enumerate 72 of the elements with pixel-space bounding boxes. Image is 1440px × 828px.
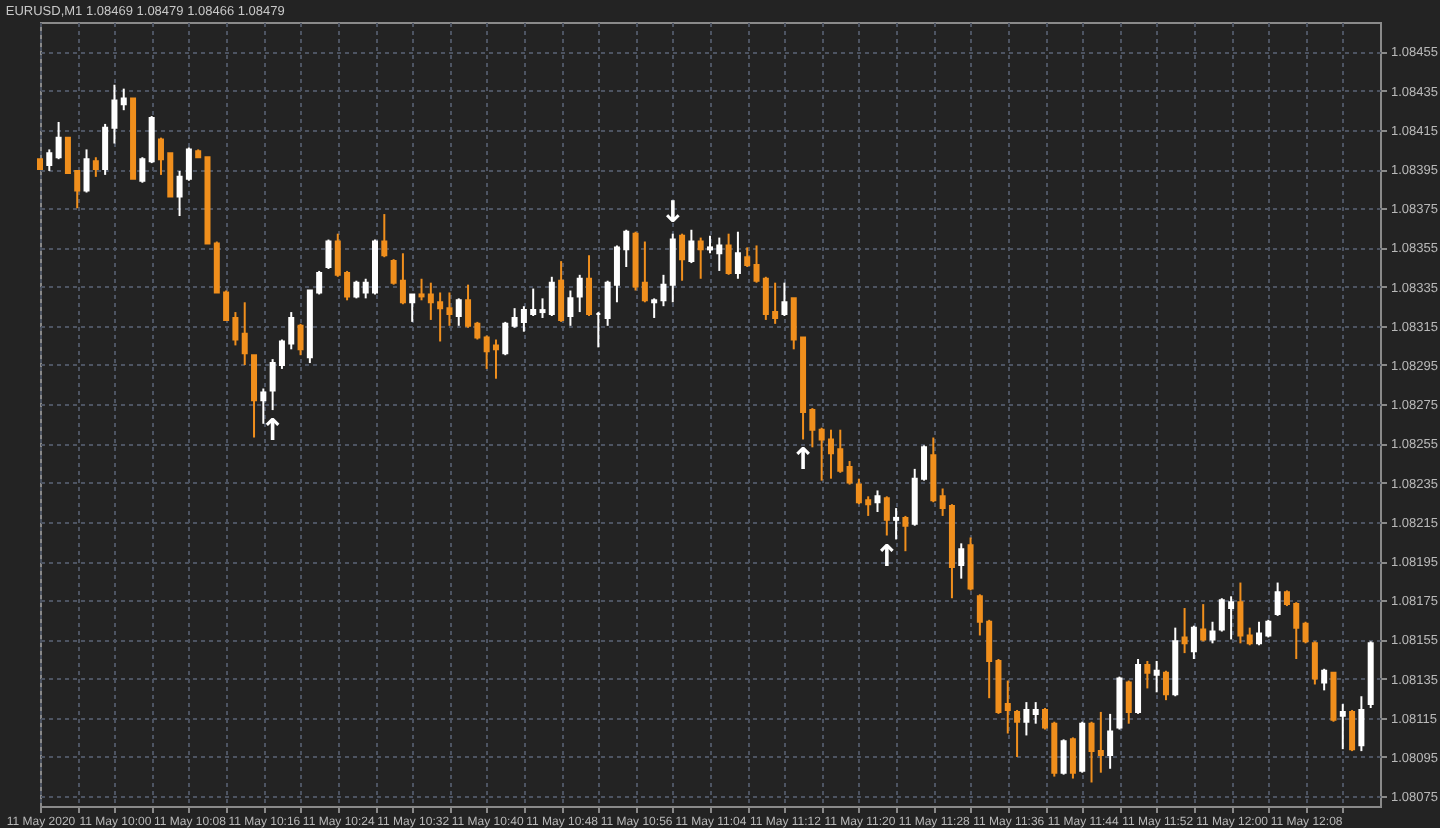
candlestick: [1311, 640, 1318, 686]
candlestick: [1302, 620, 1309, 645]
candlestick: [297, 322, 304, 357]
candlestick: [725, 232, 732, 276]
candlestick: [967, 536, 974, 592]
candlestick: [567, 289, 574, 327]
candlestick: [744, 246, 751, 268]
candlestick: [502, 320, 509, 357]
candlestick: [548, 275, 555, 317]
candlestick: [241, 301, 248, 366]
candlestick: [399, 252, 406, 306]
candlestick: [781, 281, 788, 317]
candlestick: [1162, 669, 1169, 702]
candlestick: [1349, 708, 1356, 753]
candlestick: [409, 293, 416, 323]
candlestick: [455, 297, 462, 327]
candlestick: [1330, 671, 1337, 723]
candlestick: [83, 148, 90, 194]
candlestick: [883, 495, 890, 537]
candlestick: [669, 232, 676, 304]
candlestick: [1274, 581, 1281, 617]
candlestick: [1200, 603, 1207, 643]
candlestick: [92, 156, 99, 178]
candlestick: [1321, 667, 1328, 692]
candlestick: [1004, 679, 1011, 735]
candlestick: [930, 436, 937, 504]
candlestick: [893, 507, 900, 541]
candlestick: [1237, 581, 1244, 645]
candlestick: [46, 148, 53, 172]
candlestick: [697, 236, 704, 280]
candlestick: [958, 542, 965, 580]
annotation: ↓: [660, 193, 686, 230]
candlestick: [120, 87, 127, 112]
candlestick: [734, 230, 741, 280]
candlestick: [55, 120, 62, 161]
candlestick: [492, 338, 499, 380]
candlestick: [576, 273, 583, 314]
candlestick: [846, 460, 853, 486]
candlestick: [1135, 658, 1142, 715]
annotation: ↑: [790, 441, 816, 478]
annotation: ↑: [260, 412, 286, 449]
candlestick: [1181, 607, 1188, 655]
candlestick: [1125, 679, 1132, 725]
candlestick: [1339, 703, 1346, 751]
candlestick: [1144, 659, 1151, 690]
annotation: ↑: [874, 537, 900, 574]
candlestick: [586, 254, 593, 317]
candlestick: [1069, 736, 1076, 780]
candlestick: [1023, 701, 1030, 737]
candlestick: [874, 489, 881, 513]
candlestick: [902, 514, 909, 553]
candlestick: [1079, 720, 1086, 774]
candlestick: [1107, 712, 1114, 770]
candlestick: [148, 115, 155, 165]
candlestick: [1014, 708, 1021, 758]
candlestick: [1153, 659, 1160, 694]
candlestick: [1358, 695, 1365, 753]
candlestick: [260, 387, 267, 425]
candlestick: [139, 156, 146, 184]
candlestick: [558, 260, 565, 323]
candlestick: [1097, 710, 1104, 774]
candlestick: [641, 240, 648, 304]
candlestick: [325, 238, 332, 270]
candlestick: [381, 213, 388, 259]
candlestick: [688, 228, 695, 265]
candlestick: [1190, 624, 1197, 660]
candlestick: [1032, 701, 1039, 725]
candlestick: [251, 354, 258, 439]
candlestick: [1209, 620, 1216, 645]
candlestick: [1256, 620, 1263, 647]
candlestick: [679, 232, 686, 282]
candlestick: [1060, 738, 1067, 776]
